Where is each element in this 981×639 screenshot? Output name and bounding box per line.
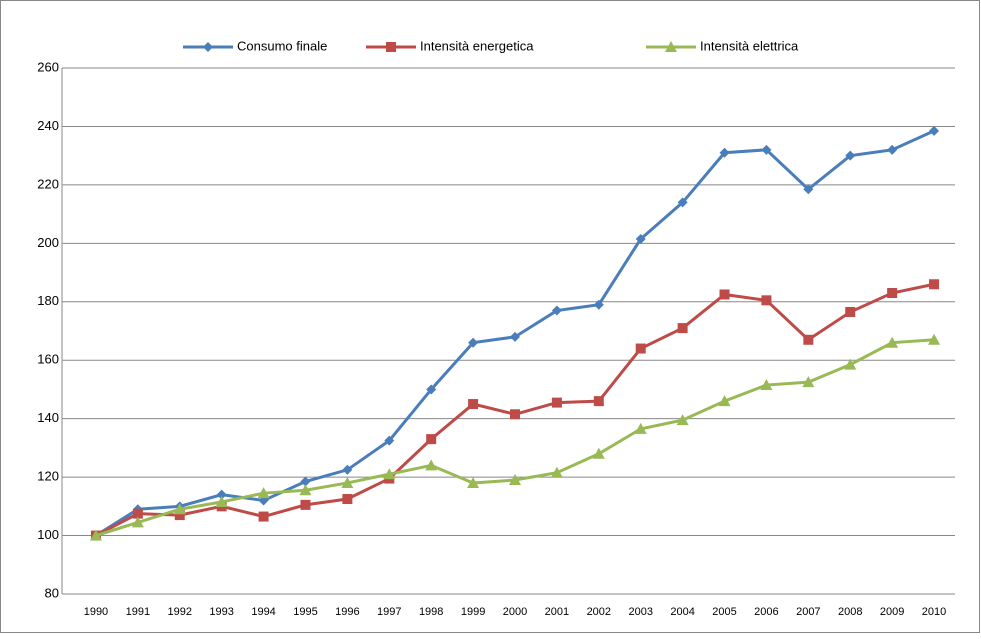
x-tick-label: 1995 [293, 606, 317, 618]
data-point [551, 397, 562, 408]
data-point [384, 435, 395, 446]
x-tick-label: 2004 [670, 606, 694, 618]
data-point [383, 468, 396, 480]
data-point [551, 305, 562, 316]
x-tick-label: 2010 [922, 606, 946, 618]
data-point [635, 343, 646, 354]
data-point [131, 516, 144, 528]
data-point [718, 395, 731, 407]
x-tick-label: 2008 [838, 606, 862, 618]
data-point [593, 396, 604, 407]
data-point [802, 376, 815, 388]
data-point [803, 184, 814, 195]
y-tick-label: 100 [37, 527, 59, 542]
x-tick-label: 2003 [628, 606, 652, 618]
y-tick-label: 220 [37, 176, 59, 191]
x-tick-label: 1991 [126, 606, 150, 618]
data-point [341, 476, 354, 488]
data-point [173, 503, 186, 515]
data-point [300, 499, 311, 510]
data-point [258, 511, 269, 522]
y-tick-label: 200 [37, 235, 59, 250]
data-point [677, 197, 688, 208]
y-tick-label: 80 [45, 585, 59, 600]
x-tick-label: 1997 [377, 606, 401, 618]
legend-marker [665, 41, 677, 52]
legend-label: Intensità elettrica [700, 38, 799, 53]
data-point [342, 494, 353, 505]
x-tick-label: 1992 [168, 606, 192, 618]
y-tick-label: 160 [37, 352, 59, 367]
x-tick-label: 2007 [796, 606, 820, 618]
data-point [550, 466, 563, 478]
data-point [761, 144, 772, 155]
data-point [425, 459, 438, 471]
data-point [257, 487, 270, 499]
data-point [887, 288, 898, 299]
data-point [215, 495, 228, 507]
data-point [468, 337, 479, 348]
x-tick-label: 1999 [461, 606, 485, 618]
data-point [300, 476, 311, 487]
data-point [634, 422, 647, 434]
data-point [509, 474, 521, 486]
data-point [928, 333, 941, 345]
data-point [510, 331, 520, 342]
y-tick-label: 240 [37, 118, 59, 133]
data-point [89, 529, 102, 541]
data-point [216, 489, 227, 500]
data-point [844, 358, 857, 370]
data-point [342, 464, 353, 475]
data-point [299, 484, 312, 496]
x-tick-label: 2002 [587, 606, 611, 618]
y-tick-label: 260 [37, 59, 59, 74]
x-tick-label: 2001 [545, 606, 569, 618]
y-tick-label: 180 [37, 293, 59, 308]
data-point [886, 336, 899, 348]
data-point [803, 334, 814, 345]
x-tick-label: 2000 [503, 606, 527, 618]
x-tick-label: 1998 [419, 606, 443, 618]
data-point [174, 510, 185, 521]
x-tick-label: 2006 [754, 606, 778, 618]
data-point [467, 476, 480, 488]
data-point [929, 125, 940, 136]
data-point [719, 289, 730, 300]
data-point [635, 233, 646, 244]
y-tick-label: 120 [37, 469, 59, 484]
data-point [592, 447, 605, 459]
data-point [760, 379, 773, 391]
legend-label: Intensità energetica [420, 38, 534, 53]
data-point [676, 414, 689, 426]
data-point [845, 150, 856, 161]
x-tick-label: 2005 [712, 606, 736, 618]
legend-label: Consumo finale [237, 38, 327, 53]
data-point [677, 323, 688, 334]
x-tick-label: 1994 [251, 606, 275, 618]
data-point [887, 144, 898, 155]
data-point [761, 295, 772, 306]
data-point [132, 508, 143, 519]
data-point [426, 384, 437, 395]
data-point [468, 399, 479, 410]
x-tick-label: 1996 [335, 606, 359, 618]
data-point [426, 434, 437, 445]
legend-marker [386, 42, 396, 52]
data-point [510, 409, 520, 420]
data-point [845, 307, 856, 318]
x-tick-label: 1993 [209, 606, 233, 618]
data-point [929, 279, 940, 290]
legend-marker [203, 42, 213, 52]
x-tick-label: 1990 [84, 606, 108, 618]
data-point [719, 147, 730, 158]
x-tick-label: 2009 [880, 606, 904, 618]
data-point [593, 299, 604, 310]
y-tick-label: 140 [37, 410, 59, 425]
